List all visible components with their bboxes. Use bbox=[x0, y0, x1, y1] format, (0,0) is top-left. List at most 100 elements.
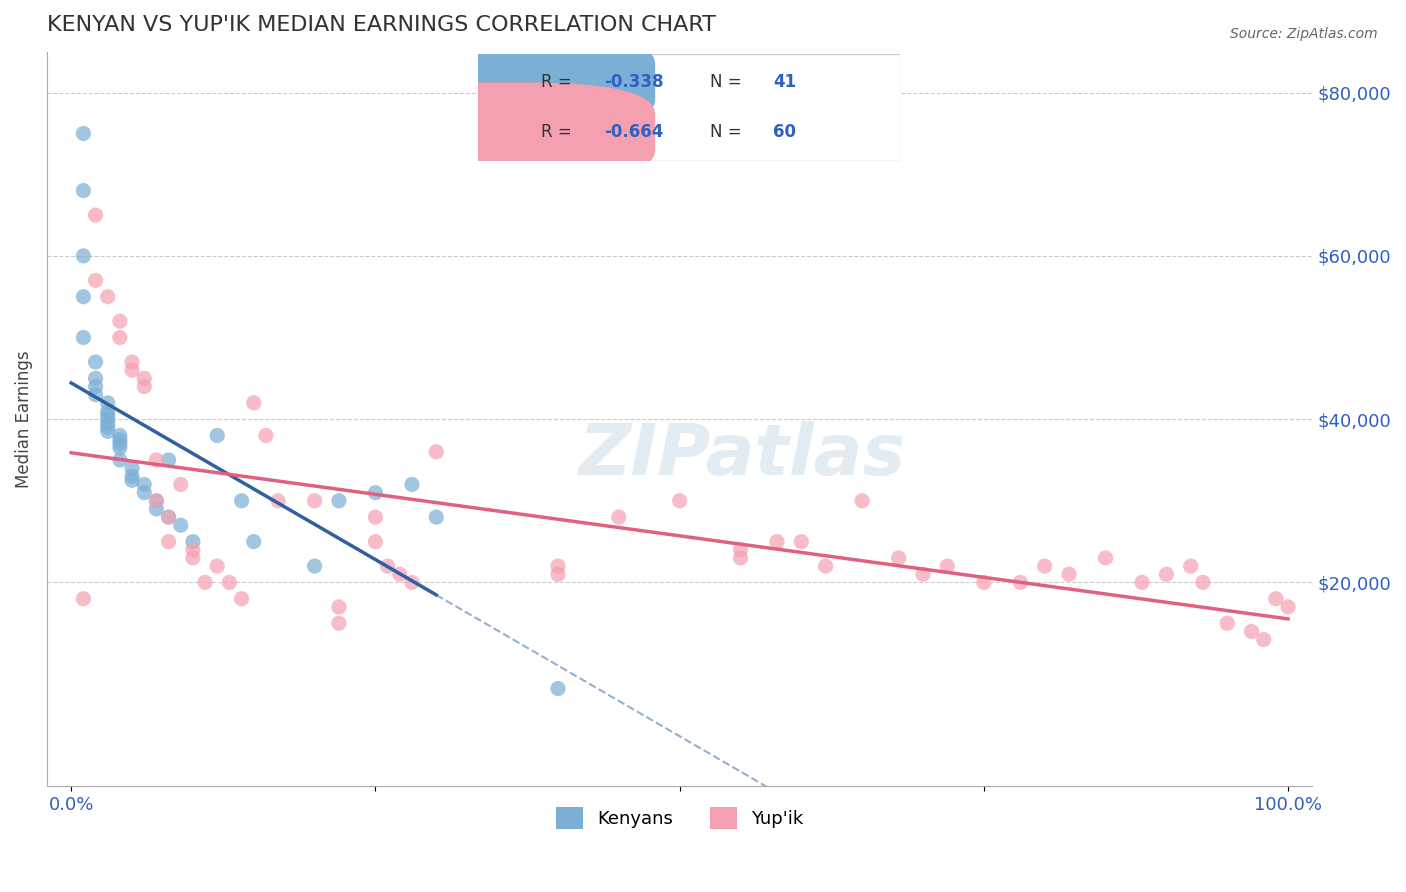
Point bbox=[328, 616, 350, 631]
Point bbox=[304, 559, 326, 574]
Text: N =: N = bbox=[710, 123, 747, 141]
Point bbox=[145, 493, 167, 508]
Point bbox=[97, 412, 120, 426]
Point bbox=[1192, 575, 1215, 590]
Point bbox=[231, 493, 253, 508]
Point bbox=[108, 330, 131, 344]
Point bbox=[72, 184, 94, 198]
Point bbox=[97, 404, 120, 418]
Point bbox=[328, 493, 350, 508]
Point bbox=[766, 534, 789, 549]
Point bbox=[181, 534, 204, 549]
Point bbox=[170, 477, 193, 491]
Point bbox=[72, 249, 94, 263]
Point bbox=[72, 290, 94, 304]
Point bbox=[790, 534, 813, 549]
Point bbox=[1253, 632, 1275, 647]
Point bbox=[364, 485, 387, 500]
Point bbox=[814, 559, 837, 574]
Point bbox=[730, 542, 752, 557]
Point bbox=[181, 550, 204, 565]
Point bbox=[72, 591, 94, 606]
Point bbox=[145, 493, 167, 508]
Point bbox=[1094, 550, 1116, 565]
Point bbox=[97, 425, 120, 439]
Text: 60: 60 bbox=[773, 123, 796, 141]
Point bbox=[242, 534, 264, 549]
Point bbox=[108, 433, 131, 447]
Point bbox=[1010, 575, 1032, 590]
Point bbox=[72, 330, 94, 344]
Point bbox=[231, 591, 253, 606]
Text: -0.338: -0.338 bbox=[605, 73, 664, 91]
Point bbox=[134, 379, 156, 393]
Point bbox=[328, 599, 350, 614]
Point bbox=[218, 575, 240, 590]
Point bbox=[181, 542, 204, 557]
Legend: Kenyans, Yup'ik: Kenyans, Yup'ik bbox=[548, 800, 810, 836]
Point bbox=[304, 493, 326, 508]
FancyBboxPatch shape bbox=[478, 54, 900, 161]
Point bbox=[1156, 567, 1178, 582]
Point bbox=[911, 567, 934, 582]
Point bbox=[97, 408, 120, 422]
Point bbox=[145, 502, 167, 516]
Point bbox=[254, 428, 277, 442]
Point bbox=[145, 453, 167, 467]
Y-axis label: Median Earnings: Median Earnings bbox=[15, 351, 32, 488]
Point bbox=[108, 453, 131, 467]
Point bbox=[1130, 575, 1153, 590]
Point bbox=[1057, 567, 1080, 582]
Point bbox=[668, 493, 690, 508]
Point bbox=[134, 371, 156, 385]
Point bbox=[157, 534, 180, 549]
Point bbox=[84, 355, 107, 369]
Point bbox=[401, 477, 423, 491]
Point bbox=[887, 550, 910, 565]
Point bbox=[108, 436, 131, 450]
Point bbox=[1033, 559, 1056, 574]
Point bbox=[134, 485, 156, 500]
Point bbox=[121, 363, 143, 377]
Point bbox=[170, 518, 193, 533]
Point bbox=[1216, 616, 1239, 631]
Point bbox=[851, 493, 873, 508]
Point bbox=[267, 493, 290, 508]
Text: -0.664: -0.664 bbox=[605, 123, 664, 141]
Point bbox=[157, 510, 180, 524]
Point bbox=[72, 127, 94, 141]
Point bbox=[84, 387, 107, 401]
Text: N =: N = bbox=[710, 73, 747, 91]
Text: KENYAN VS YUP'IK MEDIAN EARNINGS CORRELATION CHART: KENYAN VS YUP'IK MEDIAN EARNINGS CORRELA… bbox=[46, 15, 716, 35]
Point bbox=[194, 575, 217, 590]
Point bbox=[97, 416, 120, 430]
Point bbox=[121, 461, 143, 475]
Point bbox=[730, 550, 752, 565]
Point bbox=[84, 273, 107, 287]
Text: R =: R = bbox=[541, 123, 578, 141]
Point bbox=[425, 445, 447, 459]
Text: ZIPatlas: ZIPatlas bbox=[579, 421, 907, 491]
Point bbox=[388, 567, 411, 582]
Point bbox=[97, 396, 120, 410]
Point bbox=[425, 510, 447, 524]
Point bbox=[607, 510, 630, 524]
Point bbox=[134, 477, 156, 491]
Point bbox=[547, 681, 569, 696]
Point bbox=[97, 420, 120, 434]
Point bbox=[108, 314, 131, 328]
Point bbox=[207, 559, 229, 574]
FancyBboxPatch shape bbox=[364, 82, 655, 182]
Point bbox=[936, 559, 959, 574]
Point bbox=[547, 559, 569, 574]
Point bbox=[97, 290, 120, 304]
Point bbox=[1180, 559, 1202, 574]
Point bbox=[242, 396, 264, 410]
Point bbox=[1277, 599, 1299, 614]
Point bbox=[84, 371, 107, 385]
Point bbox=[1240, 624, 1263, 639]
Point bbox=[157, 510, 180, 524]
Point bbox=[121, 474, 143, 488]
Point bbox=[84, 379, 107, 393]
Point bbox=[377, 559, 399, 574]
